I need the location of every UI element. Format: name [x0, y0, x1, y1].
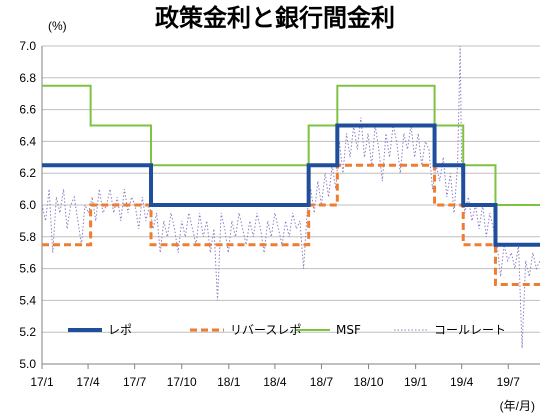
y-tick-label: 5.0	[19, 357, 36, 371]
x-unit-label: (年/月)	[500, 399, 535, 413]
y-axis: 5.0 5.2 5.4 5.6 5.8 6.0 6.2 6.4 6.6 6.8 7.0	[19, 39, 540, 371]
series-group	[41, 45, 541, 349]
y-tick-label: 5.4	[19, 293, 36, 307]
legend: レポ リバースレポ MSF コールレート	[68, 323, 506, 337]
series-line-3	[41, 45, 541, 349]
legend-label-1: リバースレポ	[230, 323, 301, 337]
y-tick-label: 6.0	[19, 198, 36, 212]
x-tick-label: 18/1	[217, 375, 241, 389]
y-tick-label: 5.2	[19, 325, 36, 339]
x-tick-label: 19/4	[450, 375, 474, 389]
x-tick-label: 18/10	[354, 375, 384, 389]
x-tick-label: 17/7	[123, 375, 147, 389]
legend-label-0: レポ	[108, 323, 132, 337]
x-tick-label: 18/7	[310, 375, 334, 389]
legend-label-2: MSF	[336, 323, 361, 337]
x-tick-label: 17/1	[30, 375, 54, 389]
x-tick-label: 19/1	[404, 375, 428, 389]
x-tick-label: 18/4	[263, 375, 287, 389]
y-tick-label: 7.0	[19, 39, 36, 53]
y-tick-label: 5.8	[19, 230, 36, 244]
y-tick-label: 6.4	[19, 134, 36, 148]
y-tick-label: 6.2	[19, 166, 36, 180]
x-tick-label: 17/10	[167, 375, 197, 389]
series-line-0	[42, 123, 540, 247]
y-tick-label: 6.8	[19, 71, 36, 85]
legend-label-3: コールレート	[434, 323, 506, 337]
y-tick-label: 5.6	[19, 262, 36, 276]
chart-title: 政策金利と銀行間金利	[155, 4, 395, 32]
x-axis: 17/1 17/4 17/7 17/10 18/1 18/4 18/7 18/10 19/1 19…	[30, 364, 520, 389]
x-tick-label: 17/4	[76, 375, 100, 389]
y-unit-label: (%)	[48, 19, 67, 33]
series-line-2	[42, 84, 540, 206]
series-line-1	[42, 163, 540, 286]
y-tick-label: 6.6	[19, 103, 36, 117]
x-tick-label: 19/7	[497, 375, 521, 389]
